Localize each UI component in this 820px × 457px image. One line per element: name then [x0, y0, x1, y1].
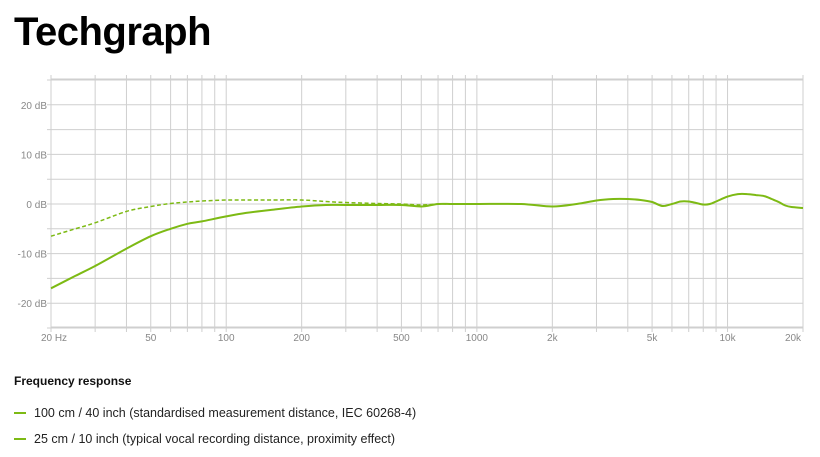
series-line-100cm [50, 192, 804, 290]
legend-label: 25 cm / 10 inch (typical vocal recording… [34, 432, 396, 446]
dashed-line-swatch [14, 438, 26, 440]
y-tick-label: -20 dB [18, 299, 48, 310]
y-tick-label: 0 dB [26, 200, 47, 211]
x-tick-label: 10k [719, 333, 736, 344]
legend-heading: Frequency response [14, 374, 132, 388]
x-tick-label: 100 [218, 333, 235, 344]
y-axis-ticks: 20 dB 10 dB 0 dB -10 dB -20 dB [18, 101, 48, 310]
chart-grid [47, 75, 804, 332]
series-line-25cm [50, 199, 477, 237]
x-tick-label: 20k [785, 333, 802, 344]
x-axis-ticks: 20 Hz 50 100 200 500 1000 2k 5k 10k 20k [41, 333, 802, 344]
x-tick-label: 200 [293, 333, 310, 344]
solid-line-swatch [14, 412, 26, 414]
x-tick-label: 50 [145, 333, 157, 344]
x-tick-label: 20 Hz [41, 333, 67, 344]
x-tick-label: 1000 [466, 333, 489, 344]
y-tick-label: 10 dB [21, 150, 47, 161]
brand-title: Techgraph [14, 10, 212, 54]
x-tick-label: 500 [393, 333, 410, 344]
y-tick-label: -10 dB [18, 250, 48, 261]
legend-label: 100 cm / 40 inch (standardised measureme… [34, 406, 417, 420]
frequency-response-chart: 20 dB 10 dB 0 dB -10 dB -20 dB 20 Hz 50 100 200… [18, 75, 804, 344]
y-tick-label: 20 dB [21, 101, 47, 112]
legend-item-dashed: 25 cm / 10 inch (typical vocal recording… [14, 426, 794, 452]
legend-item-solid: 100 cm / 40 inch (standardised measureme… [14, 400, 794, 426]
legend: Frequency response 100 cm / 40 inch (sta… [14, 372, 794, 452]
x-tick-label: 2k [547, 333, 559, 344]
chart-series [50, 192, 804, 290]
x-tick-label: 5k [647, 333, 659, 344]
